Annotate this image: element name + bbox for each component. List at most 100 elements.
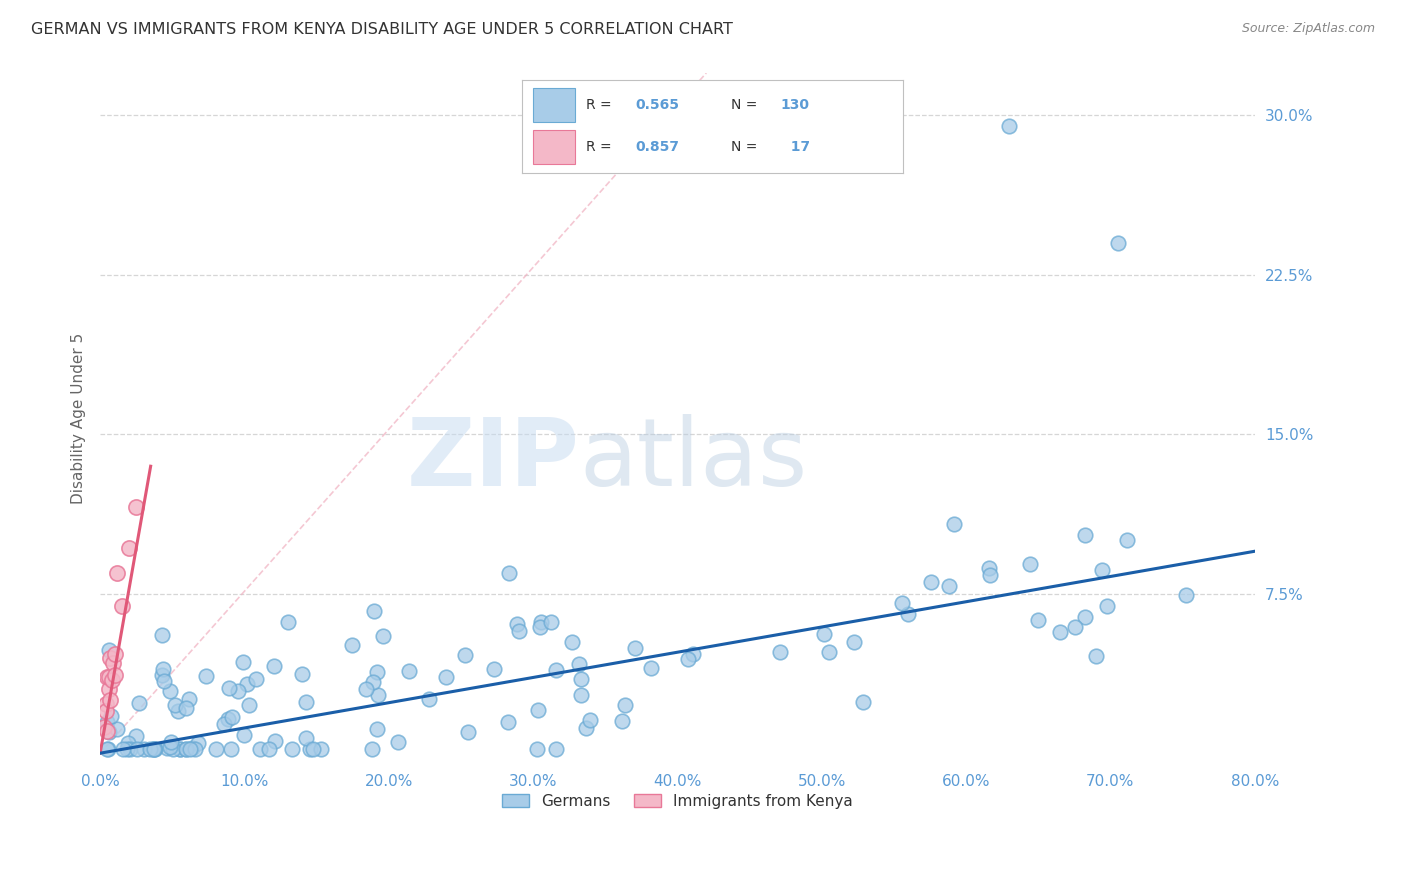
Point	[221, 710, 243, 724]
Point	[98, 651, 121, 665]
Point	[159, 683, 181, 698]
Point	[218, 681, 240, 696]
Point	[98, 643, 121, 657]
Point	[281, 742, 304, 756]
Point	[1074, 528, 1097, 542]
Point	[1026, 614, 1049, 628]
Point	[233, 728, 256, 742]
Point	[366, 665, 388, 679]
Point	[1115, 533, 1137, 547]
Point	[127, 742, 149, 756]
Point	[506, 616, 529, 631]
Point	[340, 638, 363, 652]
Point	[156, 741, 179, 756]
Point	[508, 624, 530, 638]
Point	[128, 696, 150, 710]
Point	[98, 693, 121, 707]
Point	[498, 566, 520, 580]
Point	[142, 742, 165, 756]
Point	[842, 635, 865, 649]
Point	[526, 741, 548, 756]
Point	[162, 742, 184, 756]
Point	[1107, 235, 1129, 250]
Point	[249, 742, 271, 756]
Point	[610, 714, 633, 728]
Point	[263, 659, 285, 673]
Point	[1095, 599, 1118, 613]
Point	[361, 674, 384, 689]
Point	[96, 724, 118, 739]
Point	[891, 596, 914, 610]
Point	[813, 627, 835, 641]
Point	[568, 657, 591, 672]
Point	[125, 729, 148, 743]
Point	[624, 640, 647, 655]
Point	[529, 620, 551, 634]
Point	[221, 742, 243, 756]
Point	[184, 742, 207, 756]
Point	[105, 722, 128, 736]
Point	[979, 568, 1001, 582]
Point	[569, 688, 592, 702]
Point	[174, 742, 197, 756]
Point	[96, 670, 118, 684]
Point	[169, 742, 191, 756]
Point	[299, 742, 322, 756]
Point	[852, 695, 875, 709]
Point	[174, 701, 197, 715]
Point	[1019, 557, 1042, 571]
Point	[120, 742, 142, 756]
Point	[96, 715, 118, 730]
Point	[100, 708, 122, 723]
Point	[295, 731, 318, 745]
Point	[1091, 563, 1114, 577]
Point	[387, 734, 409, 748]
Point	[150, 627, 173, 641]
Point	[418, 692, 440, 706]
Point	[527, 702, 550, 716]
Point	[943, 517, 966, 532]
Point	[496, 715, 519, 730]
Point	[100, 673, 122, 688]
Point	[257, 742, 280, 756]
Point	[453, 648, 475, 662]
Point	[125, 500, 148, 514]
Point	[998, 119, 1021, 133]
Point	[238, 698, 260, 712]
Point	[187, 736, 209, 750]
Point	[205, 742, 228, 756]
Point	[152, 662, 174, 676]
Point	[139, 742, 162, 756]
Point	[546, 742, 568, 756]
Point	[264, 734, 287, 748]
Point	[371, 629, 394, 643]
Point	[103, 647, 125, 661]
Point	[160, 735, 183, 749]
Point	[115, 742, 138, 756]
Point	[1174, 588, 1197, 602]
Point	[457, 724, 479, 739]
Point	[118, 541, 141, 555]
Point	[571, 672, 593, 686]
Point	[117, 735, 139, 749]
Point	[101, 656, 124, 670]
Point	[546, 663, 568, 677]
Point	[434, 669, 457, 683]
Point	[309, 742, 332, 756]
Point	[575, 721, 598, 735]
Point	[159, 740, 181, 755]
Point	[301, 742, 323, 756]
Point	[1085, 649, 1108, 664]
Point	[212, 716, 235, 731]
Point	[179, 742, 201, 756]
Point	[640, 661, 662, 675]
Point	[579, 714, 602, 728]
Point	[897, 607, 920, 621]
Point	[1074, 609, 1097, 624]
Point	[530, 615, 553, 629]
Point	[356, 681, 378, 696]
Point	[561, 634, 583, 648]
Point	[142, 742, 165, 756]
Point	[366, 723, 388, 737]
Point	[398, 664, 420, 678]
